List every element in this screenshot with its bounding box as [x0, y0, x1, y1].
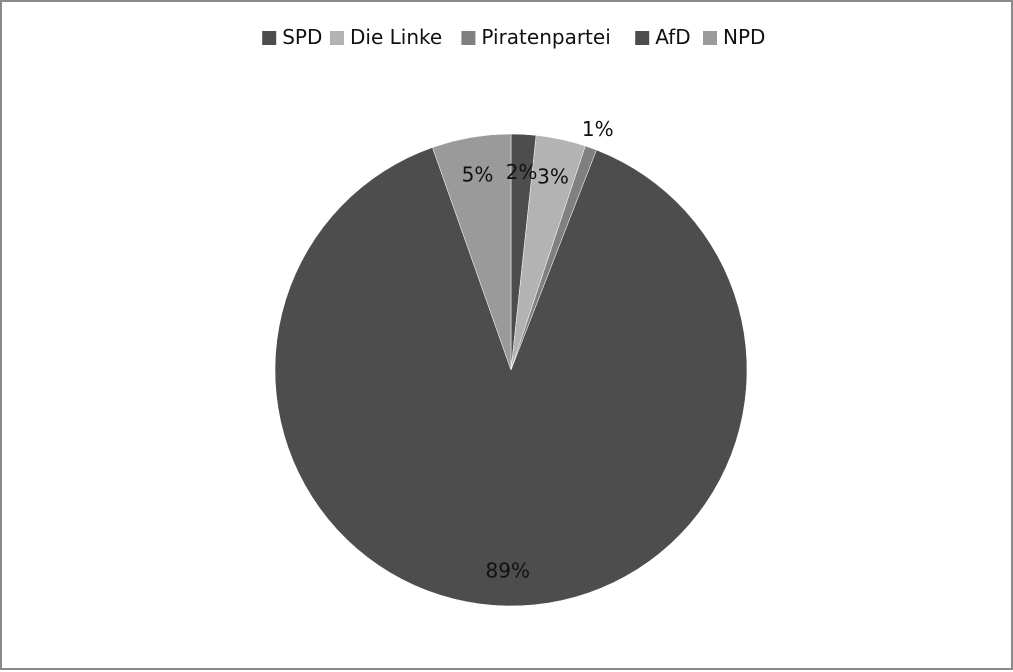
legend-swatch-afd — [635, 31, 650, 45]
data-label-piratenpartei: 1% — [582, 117, 614, 141]
legend: SPD Die Linke Piratenpartei AfD NPD — [262, 25, 765, 49]
legend-swatch-die-linke — [330, 31, 344, 45]
legend-item-afd: AfD — [635, 25, 691, 49]
legend-label-die-linke: Die Linke — [350, 25, 442, 49]
legend-swatch-npd — [703, 31, 717, 45]
legend-item-spd: SPD — [262, 25, 322, 49]
data-label-spd: 2% — [506, 160, 538, 184]
legend-label-npd: NPD — [723, 25, 765, 49]
legend-item-piratenpartei: Piratenpartei — [461, 25, 611, 49]
legend-item-npd: NPD — [703, 25, 765, 49]
data-label-npd: 5% — [462, 163, 494, 187]
legend-label-afd: AfD — [655, 25, 690, 49]
data-labels: 2% 3% 1% 89% 5% — [462, 117, 614, 583]
legend-label-spd: SPD — [282, 25, 322, 49]
legend-label-piratenpartei: Piratenpartei — [481, 25, 610, 49]
pie-slice-afd — [274, 147, 748, 607]
pie-slices — [274, 133, 748, 607]
legend-item-die-linke: Die Linke — [330, 25, 442, 49]
data-label-afd: 89% — [486, 559, 530, 583]
legend-swatch-piratenpartei — [461, 31, 476, 45]
pie-slice-npd — [432, 133, 512, 371]
legend-swatch-spd — [262, 31, 277, 45]
data-label-die-linke: 3% — [537, 164, 569, 188]
